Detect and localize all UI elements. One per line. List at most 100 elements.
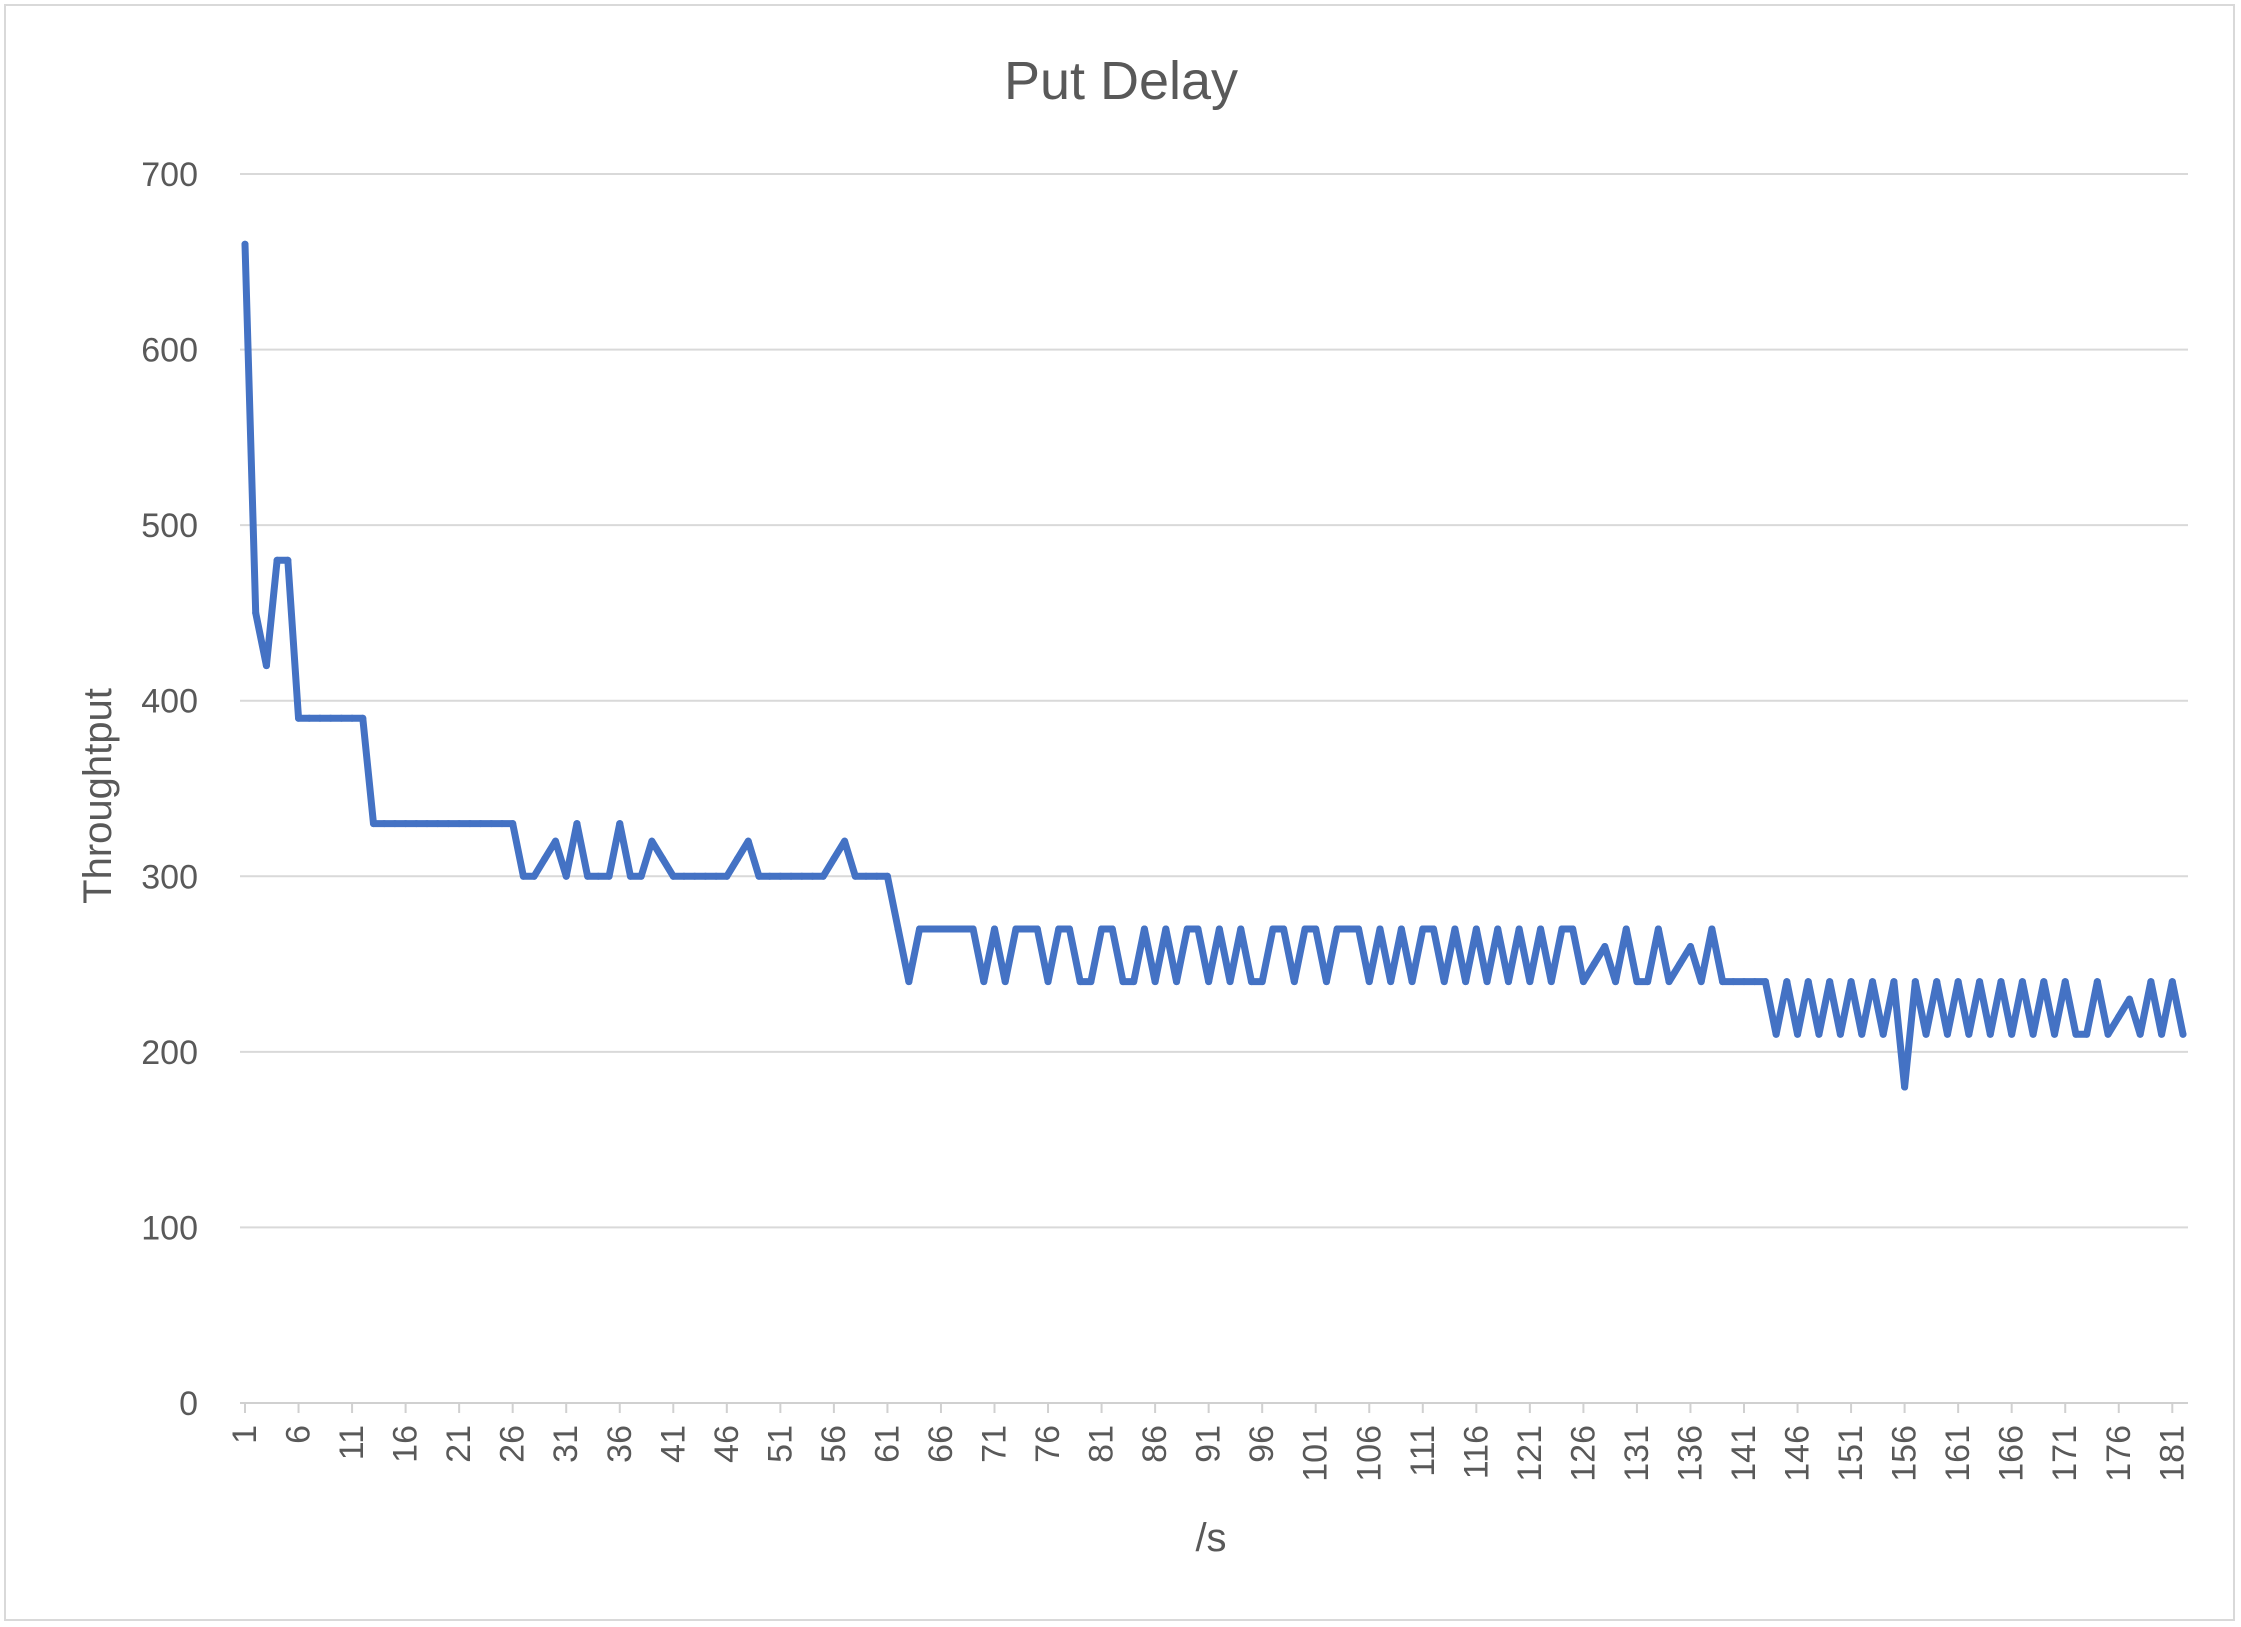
data-point [1237,925,1245,933]
data-point [1943,1030,1951,1038]
data-point [1494,925,1502,933]
data-point [701,872,709,880]
data-point [2104,1030,2112,1038]
data-point [926,925,934,933]
series-layer [241,240,2187,1091]
data-point [2168,978,2176,986]
data-point [1387,978,1395,986]
data-point [1055,925,1063,933]
data-point [1001,978,1009,986]
data-point [1269,925,1277,933]
data-point [1483,978,1491,986]
data-point [1729,978,1737,986]
data-point [380,820,388,828]
data-point [1761,978,1769,986]
data-point [1065,925,1073,933]
data-point [1258,978,1266,986]
data-point [1965,1030,1973,1038]
data-point [1194,925,1202,933]
data-point [2051,1030,2059,1038]
data-point [1012,925,1020,933]
data-point [1933,978,1941,986]
data-point [1280,925,1288,933]
data-point [1162,925,1170,933]
data-point [573,820,581,828]
data-point [1847,978,1855,986]
data-point [1815,1030,1823,1038]
x-tick-label: 56 [815,1425,853,1463]
data-point [1879,1030,1887,1038]
data-point [584,872,592,880]
data-point [241,240,249,248]
data-point [1676,960,1684,968]
data-point [744,837,752,845]
x-tick-label: 31 [547,1425,585,1463]
data-point [830,855,838,863]
data-point [1569,925,1577,933]
x-tick-label: 176 [2100,1425,2138,1482]
data-point [2179,1030,2187,1038]
data-point [1654,925,1662,933]
data-point [1612,978,1620,986]
y-tick-label: 500 [141,507,198,545]
data-point [969,925,977,933]
x-tick-label: 41 [654,1425,692,1463]
data-point [1322,978,1330,986]
data-point [937,925,945,933]
data-point [616,820,624,828]
x-tick-label: 166 [1993,1425,2031,1482]
x-tick-label: 141 [1725,1425,1763,1482]
data-point [1098,925,1106,933]
y-tick-label: 200 [141,1034,198,1072]
x-tick-label: 11 [333,1425,371,1460]
data-point [2093,978,2101,986]
data-point [1868,978,1876,986]
data-point [723,872,731,880]
data-point [1440,978,1448,986]
data-point [466,820,474,828]
x-tick-label: 96 [1243,1425,1281,1463]
data-point [734,855,742,863]
data-point [552,837,560,845]
data-point [1504,978,1512,986]
data-point [1247,978,1255,986]
data-point [2125,995,2133,1003]
data-point [2083,1030,2091,1038]
data-point [1140,925,1148,933]
y-tick-label: 600 [141,332,198,370]
data-point [1173,978,1181,986]
data-point [1751,978,1759,986]
x-tick-label: 46 [708,1425,746,1463]
data-point [1376,925,1384,933]
data-point [648,837,656,845]
data-point [369,820,377,828]
data-point [1665,978,1673,986]
data-point [1794,1030,1802,1038]
data-point [691,872,699,880]
data-point [295,714,303,722]
data-point [327,714,335,722]
data-point [1472,925,1480,933]
data-point [1462,978,1470,986]
data-point [1033,925,1041,933]
x-tick-label: 156 [1886,1425,1924,1482]
data-point [273,556,281,564]
data-point [1023,925,1031,933]
data-point [1429,925,1437,933]
data-point [798,872,806,880]
data-point [434,820,442,828]
x-axis-title: /s [1195,1516,1226,1560]
data-point [669,872,677,880]
x-tick-label: 121 [1511,1425,1549,1482]
data-point [594,872,602,880]
data-point [262,662,270,670]
y-tick-label: 100 [141,1209,198,1247]
data-point [1526,978,1534,986]
x-tick-label: 91 [1190,1425,1228,1463]
gridlines [240,173,2188,1404]
data-point [562,872,570,880]
data-point [487,820,495,828]
data-point [316,714,324,722]
data-point [337,714,345,722]
data-point [1719,978,1727,986]
